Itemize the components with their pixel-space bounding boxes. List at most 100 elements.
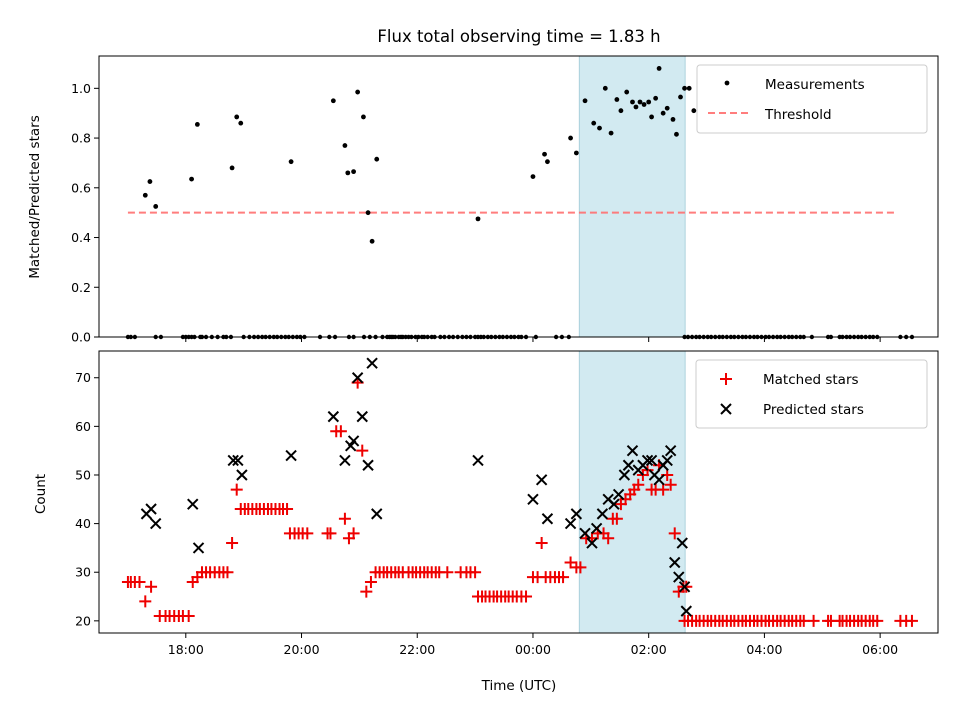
predicted-stars-marker [227,454,239,467]
predicted-stars-marker [366,357,378,369]
measurement-point [355,89,361,95]
predicted-stars-marker [608,498,620,510]
matched-stars-marker [441,566,454,579]
measurement-point [238,120,244,126]
top-y-tick-label: 1.0 [71,81,91,96]
predicted-stars-marker [622,459,635,471]
measurement-point [234,114,240,120]
predicted-stars-marker [145,503,157,515]
measurement-point [147,179,153,184]
measurement-point [530,174,536,180]
measurement-point [330,98,336,104]
matched-stars-marker [281,503,294,516]
measurement-point [608,130,614,136]
measurement-point [545,159,550,165]
x-axis: 18:00 20:00 22:00 00:00 02:00 04:00 06:00 [168,633,898,657]
measurement-point [618,108,624,114]
predicted-stars-marker [678,581,691,593]
matched-stars-marker [338,512,351,525]
predicted-stars-marker [653,474,665,486]
predicted-stars-marker [564,517,577,530]
matched-stars-legend-marker [720,373,732,385]
matched-stars-marker [905,614,918,627]
matched-stars-marker [364,575,377,588]
measurement-point [369,238,375,244]
matched-stars-marker [182,609,195,622]
predicted-stars-marker [285,449,297,462]
measurement-point [646,99,652,105]
bottom-y-axis: 20 30 40 50 60 70 [75,370,99,628]
bottom-y-axis-label: Count [33,474,49,514]
bottom-y-tick-label: 70 [75,370,91,385]
matched-stars-marker [469,566,482,579]
top-y-tick-label: 0.6 [71,180,91,195]
bottom-panel: 20 30 40 50 60 70 18:00 20:00 22:00 00:00 02:00 04… [33,350,939,694]
measurements-legend-marker [724,80,730,86]
top-y-tick-label: 0.0 [71,330,91,345]
measurement-point [542,151,547,157]
measurement-point [660,110,666,116]
measurement-point [374,156,380,162]
predicted-stars-marker [371,508,383,520]
measurement-point [691,108,697,114]
measurement-point [624,89,630,95]
matched-stars-marker [301,527,314,540]
bottom-legend: Matched stars Predicted stars [695,359,928,429]
measurement-point [630,99,635,105]
predicted-stars-marker [327,410,340,423]
bottom-plot-area [121,357,918,627]
measurement-point [670,117,676,122]
measurement-point [597,125,602,131]
matched-stars-marker [133,575,146,588]
chart-title: Flux total observing time = 1.83 h [377,27,660,46]
predicted-stars-legend-marker [720,403,732,415]
x-tick-label: 02:00 [631,642,667,657]
measurement-point [582,98,588,104]
matched-stars-marker [226,537,239,550]
matched-stars-marker [230,483,243,496]
predicted-stars-marker [232,454,244,467]
observing-window-shade-top [578,55,686,338]
bottom-y-tick-label: 30 [75,565,91,580]
predicted-stars-marker [527,493,539,506]
measurement-point [674,131,679,137]
measurement-point [641,102,647,107]
measurement-point [342,143,348,148]
predicted-stars-marker [347,435,360,447]
predicted-stars-marker [586,537,598,549]
matched-stars-marker [324,527,337,540]
matched-stars-marker [602,532,615,545]
measurement-point [637,99,643,105]
predicted-stars-marker [356,410,368,423]
predicted-stars-marker [669,556,681,569]
top-y-axis-label: Matched/Predicted stars [27,115,43,278]
bottom-axes-frame [98,350,939,634]
measurement-point [288,159,294,165]
top-y-tick-label: 0.8 [71,131,91,146]
matched-stars-marker [139,595,152,608]
bottom-y-tick-label: 40 [75,516,91,531]
bottom-legend-box [695,359,928,429]
measurement-point [682,85,687,91]
matched-stars-marker [610,512,623,525]
predicted-stars-marker [570,508,583,520]
matched-stars-marker [664,478,677,491]
predicted-stars-marker [596,508,609,520]
predicted-stars-marker [339,454,351,467]
measurement-point [573,150,579,156]
predicted-stars-marker [661,454,673,467]
measurement-point [568,135,573,141]
predicted-stars-legend-label: Predicted stars [763,402,864,418]
predicted-stars-marker [626,444,639,457]
measurement-point [345,170,351,176]
predicted-stars-marker [351,372,364,384]
matched-stars-marker [680,580,693,593]
matched-stars-legend-label: Matched stars [763,372,859,388]
matched-stars-marker [668,527,681,540]
measurement-point [633,104,639,110]
top-y-axis: 0.0 0.2 0.4 0.6 0.8 1.0 [71,81,99,345]
matched-stars-marker [871,614,884,627]
measurement-point [591,120,597,126]
bottom-y-tick-label: 20 [75,613,91,628]
